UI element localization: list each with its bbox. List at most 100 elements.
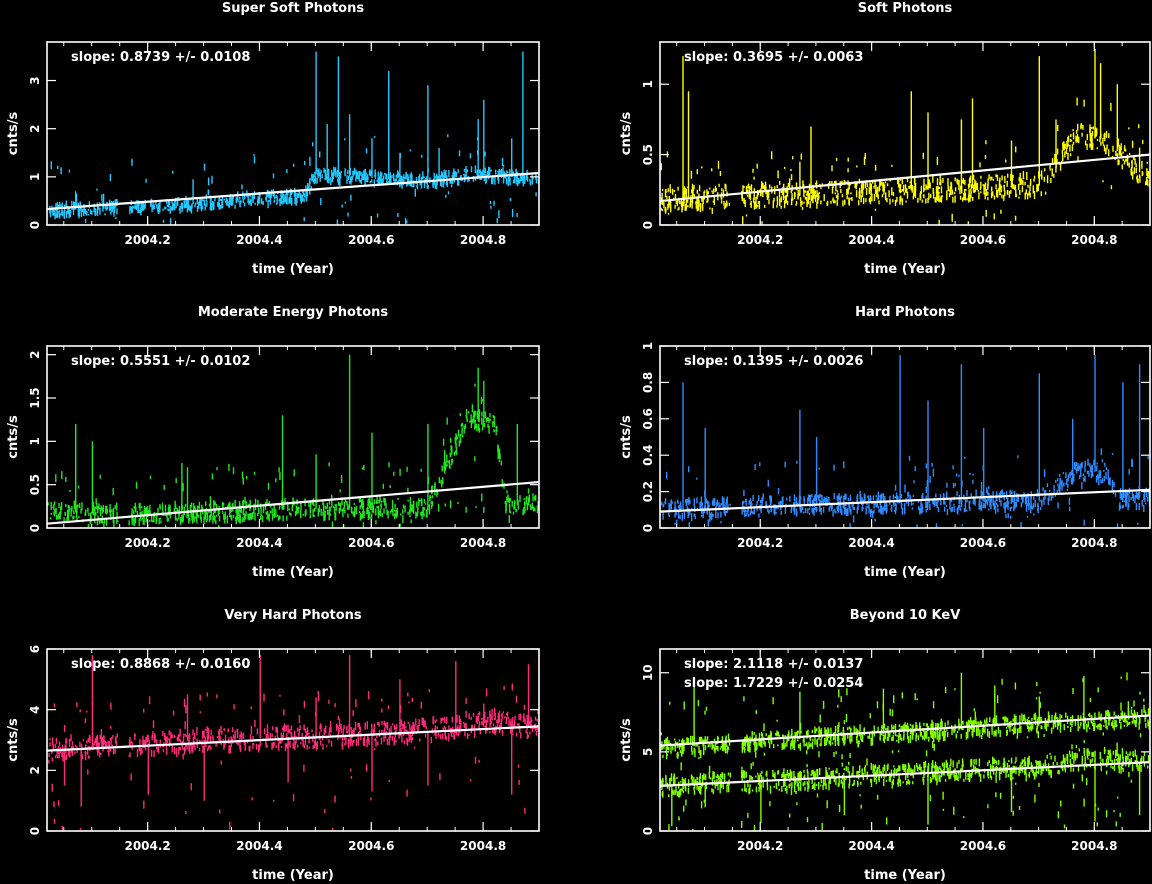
data-spike-6 [259, 655, 261, 739]
data-spike-4 [186, 694, 189, 742]
x-tick-label: 2004.8 [460, 233, 506, 247]
x-axis-label: time (Year) [252, 565, 334, 580]
data-spike-12 [516, 424, 518, 505]
x-tick-label: 2004.4 [848, 536, 894, 550]
series-0-points [47, 354, 539, 528]
data-spike-1 [704, 427, 706, 509]
data-spike-8 [1010, 140, 1013, 187]
y-tick-label: 1 [641, 342, 655, 350]
x-tick-label: 2004.4 [236, 233, 282, 247]
data-points [660, 49, 1150, 225]
y-tick-label: 0.8 [641, 372, 655, 393]
y-tick-label: 0 [28, 221, 42, 229]
plot-frame [659, 648, 1151, 832]
data-spike-5 [1010, 768, 1013, 812]
x-tick-label: 2004.2 [124, 233, 170, 247]
data-spike-3 [960, 672, 963, 729]
x-tick-label: 2004.2 [124, 536, 170, 550]
data-spike-5 [315, 454, 317, 509]
data-spike-1 [80, 747, 82, 807]
data-spike-3 [815, 437, 818, 505]
panel-1: Soft Photons 2004.2 2004.4 2004.6 2004.8 0 0.5… [619, 1, 1151, 277]
data-spike-4 [281, 415, 284, 510]
x-axis-label: time (Year) [252, 262, 334, 277]
fit-line-0 [659, 488, 1151, 513]
data-spike-2 [882, 688, 885, 734]
fit-line-0 [659, 153, 1151, 203]
y-tick-label: 0.4 [641, 445, 655, 466]
data-spike-7 [971, 98, 974, 189]
data-spike-1 [687, 91, 690, 199]
data-spike-0 [682, 382, 684, 510]
data-spike-3 [147, 743, 149, 795]
chart-title: Soft Photons [858, 1, 953, 16]
data-spike-7 [983, 427, 985, 502]
data-spike-2 [799, 409, 801, 505]
chart-title: Super Soft Photons [222, 1, 364, 16]
data-points [660, 672, 1150, 831]
data-spike-7 [371, 432, 373, 509]
data-spike-9 [1072, 418, 1074, 475]
data-spike-15 [511, 724, 513, 795]
data-spike-6 [1094, 759, 1096, 822]
data-spike-4 [994, 685, 996, 727]
data-spike-11 [427, 85, 429, 182]
y-tick-label: 1 [28, 173, 42, 181]
data-spike-1 [91, 441, 94, 514]
slope-annotation-0: slope: 0.8739 +/- 0.0108 [71, 50, 250, 65]
data-spike-12 [438, 147, 440, 180]
data-points [48, 655, 539, 831]
y-tick-label: 0 [28, 524, 42, 532]
x-tick-label: 2004.4 [848, 839, 894, 853]
series-0-points [661, 355, 1150, 528]
data-spike-11 [483, 380, 485, 423]
x-tick-label: 2004.6 [960, 839, 1006, 853]
data-spike-0 [671, 786, 673, 827]
data-spike-2 [91, 655, 94, 748]
y-axis-label: cnts/s [6, 415, 21, 459]
chart-title: Hard Photons [855, 305, 955, 320]
data-spike-1 [102, 193, 105, 209]
data-spike-0 [693, 680, 695, 747]
panel-4: Very Hard Photons 2004.2 2004.4 2004.6 2004.… [6, 608, 540, 883]
series-0-scatter [48, 683, 539, 831]
fit-line-0 [46, 171, 540, 211]
data-spike-5 [203, 740, 205, 801]
y-axis-label: cnts/s [619, 718, 634, 762]
data-spike-8 [315, 697, 317, 737]
data-spike-12 [1099, 63, 1102, 140]
y-tick-label: 1 [28, 437, 42, 445]
x-tick-label: 2004.6 [348, 233, 394, 247]
data-spike-13 [455, 661, 457, 728]
slope-annotation-0: slope: 0.3695 +/- 0.0063 [684, 50, 863, 65]
data-spike-12 [1138, 364, 1141, 498]
slope-annotation-0: slope: 2.1118 +/- 0.0137 [684, 657, 863, 672]
data-spike-4 [927, 772, 929, 825]
y-tick-label: 0.5 [641, 144, 655, 165]
x-axis-label: time (Year) [864, 262, 946, 277]
series-0-points [660, 49, 1150, 225]
chart-title: Moderate Energy Photons [198, 305, 389, 320]
slope-annotation-0: slope: 0.1395 +/- 0.0026 [684, 354, 863, 369]
data-spike-2 [760, 781, 762, 823]
series-0-scatter [47, 383, 539, 528]
series-0-scatter [49, 134, 539, 225]
x-tick-label: 2004.6 [960, 536, 1006, 550]
panel-5: Beyond 10 KeV 2004.2 2004.4 2004.6 2004.8 0 5 1… [619, 608, 1151, 883]
data-spike-13 [1116, 84, 1118, 152]
data-spike-6 [960, 119, 963, 189]
fit-line-0 [659, 714, 1151, 747]
slope-annotation-1: slope: 1.7229 +/- 0.0254 [684, 676, 863, 691]
y-tick-label: 0.2 [641, 481, 655, 502]
y-tick-label: 0.6 [641, 408, 655, 429]
data-spike-14 [1138, 147, 1141, 173]
data-spike-6 [960, 364, 963, 502]
data-spike-14 [483, 703, 485, 724]
slope-annotation-0: slope: 0.8868 +/- 0.0160 [71, 657, 250, 672]
y-axis-label: cnts/s [619, 415, 634, 459]
data-spike-14 [483, 99, 485, 176]
y-tick-label: 1 [641, 80, 655, 88]
x-tick-label: 2004.2 [124, 839, 170, 853]
chart-title: Beyond 10 KeV [850, 608, 961, 623]
y-tick-label: 5 [641, 748, 655, 756]
